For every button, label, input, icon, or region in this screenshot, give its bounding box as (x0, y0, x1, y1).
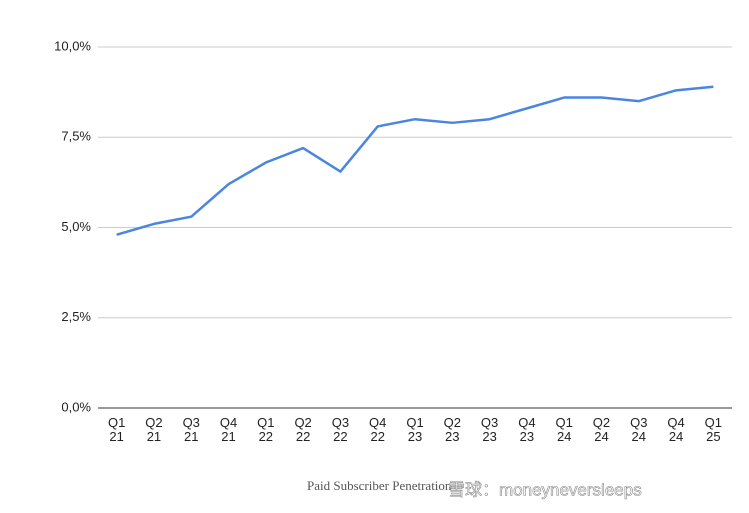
x-tick-label: Q1 23 (406, 415, 423, 444)
watermark: 雪球：moneyneversleeps (448, 480, 642, 499)
y-tick-label: 10,0% (54, 38, 91, 53)
line (116, 85, 714, 236)
x-tick-label: Q2 24 (593, 415, 610, 444)
x-tick-label: Q3 22 (332, 415, 349, 444)
y-tick-label: 5,0% (61, 219, 91, 234)
series-caption: Paid Subscriber Penetration (307, 478, 452, 493)
y-tick-label: 2,5% (61, 309, 91, 324)
y-tick-label: 0,0% (61, 399, 91, 414)
x-tick-label: Q1 25 (705, 415, 722, 444)
x-tick-label: Q4 22 (369, 415, 386, 444)
x-tick-label: Q4 21 (220, 415, 237, 444)
x-tick-label: Q4 23 (518, 415, 535, 444)
y-tick-label: 7,5% (61, 129, 91, 144)
x-tick-label: Q1 21 (108, 415, 125, 444)
x-tick-label: Q3 23 (481, 415, 498, 444)
x-tick-label: Q2 21 (145, 415, 162, 444)
x-tick-label: Q2 23 (444, 415, 461, 444)
x-tick-label: Q1 24 (556, 415, 573, 444)
x-tick-label: Q2 22 (294, 415, 311, 444)
x-tick-label: Q1 22 (257, 415, 274, 444)
x-tick-label: Q4 24 (667, 415, 684, 444)
x-tick-label: Q3 21 (183, 415, 200, 444)
x-tick-label: Q3 24 (630, 415, 647, 444)
